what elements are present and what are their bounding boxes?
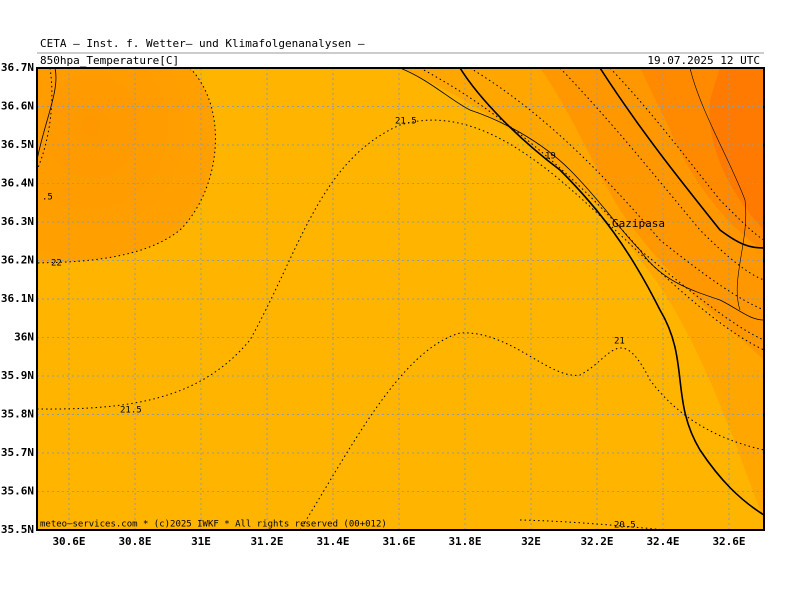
valid-time: 19.07.2025 12 UTC (647, 54, 760, 67)
lat-label: 36.5N (1, 138, 34, 151)
lat-label: 36.7N (1, 61, 34, 74)
contour-label: 20.5 (614, 521, 636, 531)
contour-label: 21.5 (120, 406, 142, 416)
header-title: CETA — Inst. f. Wetter— und Klimafolgena… (40, 37, 365, 50)
lon-label: 32E (521, 535, 541, 548)
lon-label: 32.4E (646, 535, 679, 548)
field-name: 850hpa_Temperature[C] (40, 54, 179, 67)
lat-label: 36.1N (1, 292, 34, 305)
contour-label: 19 (545, 152, 556, 162)
lon-label: 30.8E (118, 535, 151, 548)
lat-label: 35.7N (1, 446, 34, 459)
contour-label: 21 (614, 337, 625, 347)
lon-label: 30.6E (52, 535, 85, 548)
place-label: Gazipasa (612, 217, 665, 230)
coastline (37, 68, 764, 516)
footer: meteo—services.com * (c)2025 IWKF * All … (40, 520, 387, 530)
lat-label: 35.9N (1, 369, 34, 382)
warm-area (709, 68, 764, 230)
lon-label: 31.4E (316, 535, 349, 548)
lat-label: 36.2N (1, 254, 34, 267)
lat-label: 36.3N (1, 215, 34, 228)
lat-label: 35.5N (1, 523, 34, 536)
lon-label: 31.8E (448, 535, 481, 548)
map-frame (36, 67, 765, 531)
lat-label: 35.8N (1, 408, 34, 421)
contour-label: 22 (51, 259, 62, 269)
contour-label: 21.5 (395, 117, 417, 127)
warm-area (37, 68, 216, 263)
map-area: 21.5 19 22 .5 21.5 21 20.5 Gazipasa mete… (37, 68, 764, 531)
lat-label: 36.4N (1, 177, 34, 190)
lat-label: 36.6N (1, 100, 34, 113)
lat-label: 36N (14, 331, 34, 344)
lat-label: 35.6N (1, 485, 34, 498)
lon-label: 31.2E (250, 535, 283, 548)
lon-label: 31.6E (382, 535, 415, 548)
lon-label: 32.2E (580, 535, 613, 548)
contour-label: .5 (42, 193, 53, 203)
lon-label: 32.6E (712, 535, 745, 548)
lon-label: 31E (191, 535, 211, 548)
